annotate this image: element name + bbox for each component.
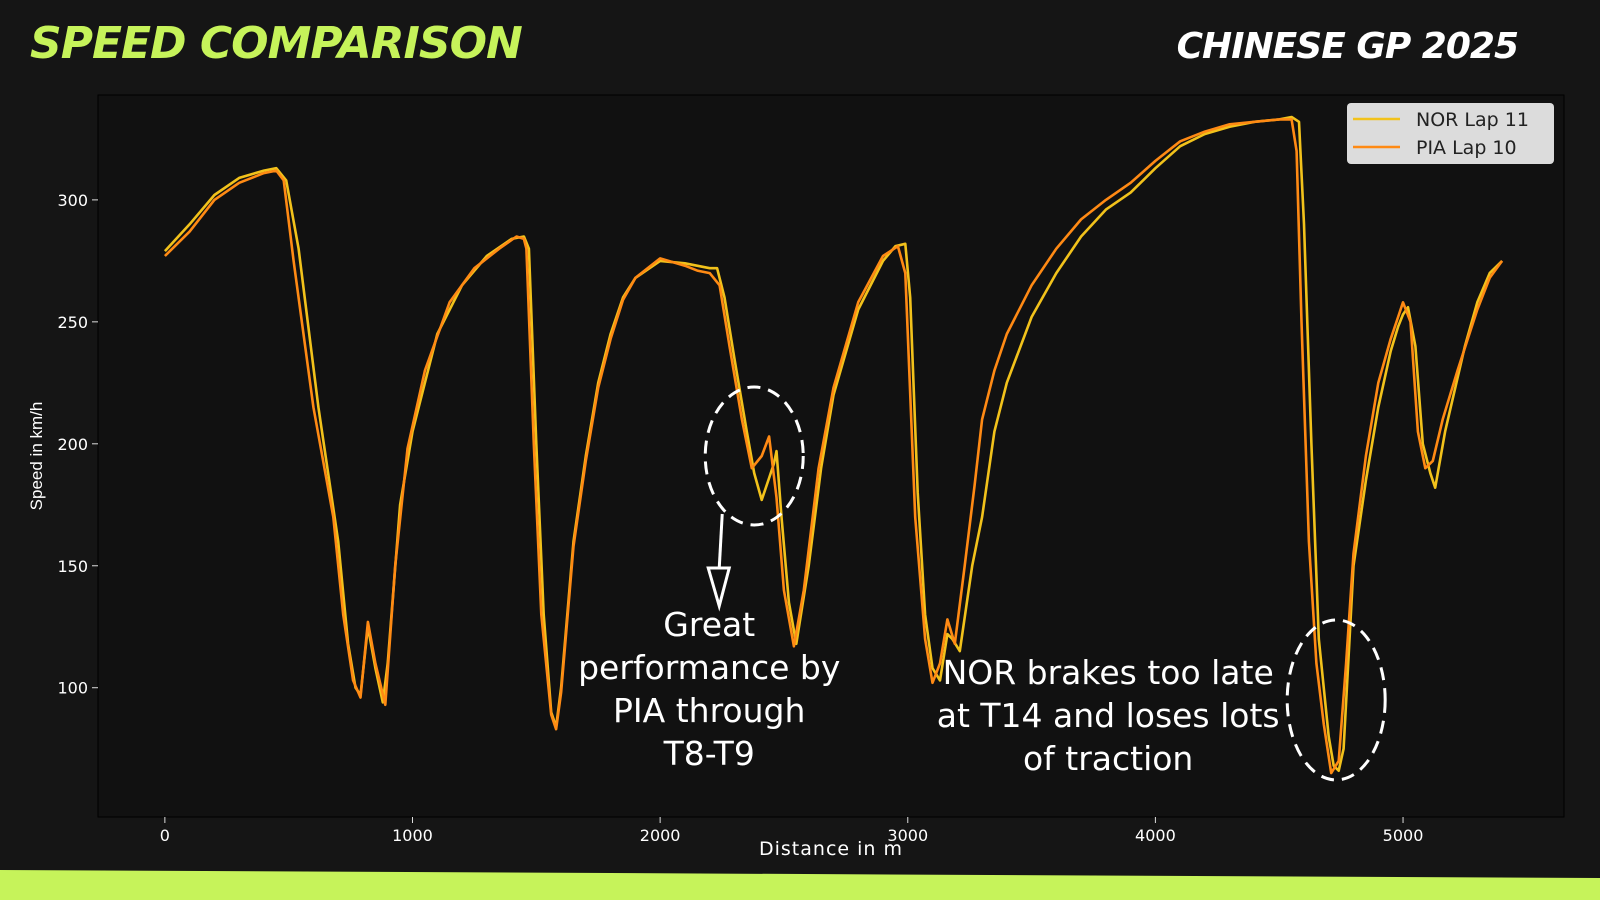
annotation-arrow-shaft <box>717 513 724 569</box>
y-axis: 100 150 200 250 300 <box>57 191 98 698</box>
annotation-text-t8t9: T8-T9 <box>663 734 755 773</box>
annotation-ellipse-t8t9 <box>703 385 805 527</box>
legend: NOR Lap 11 PIA Lap 10 <box>1347 103 1554 164</box>
x-tick-label: 3000 <box>887 826 928 845</box>
annotations: Great performance by PIA through T8-T9 NOR b… <box>578 385 1387 782</box>
x-tick-label: 2000 <box>640 826 681 845</box>
legend-label-pia: PIA Lap 10 <box>1416 137 1517 159</box>
annotation-text-t8t9: PIA through <box>613 691 805 730</box>
plot-area <box>97 94 1565 818</box>
annotation-arrow-head <box>706 566 732 612</box>
race-subtitle: CHINESE GP 2025 <box>1176 26 1519 67</box>
y-tick-label: 250 <box>57 313 88 332</box>
series-lines <box>163 115 1504 775</box>
x-tick-label: 5000 <box>1383 826 1424 845</box>
y-tick-label: 200 <box>57 435 88 454</box>
y-tick-label: 300 <box>57 191 88 210</box>
y-tick-label: 100 <box>57 679 88 698</box>
annotation-text-t14: of traction <box>1023 739 1193 778</box>
annotation-text-t8t9: performance by <box>578 648 840 687</box>
x-tick-label: 4000 <box>1135 826 1176 845</box>
x-tick-label: 1000 <box>392 826 433 845</box>
series-line-pia <box>163 118 1504 775</box>
x-axis: 0 1000 2000 3000 4000 5000 <box>160 817 1424 845</box>
x-axis-label: Distance in m <box>759 838 903 860</box>
bottom-accent-bar <box>0 870 1600 900</box>
y-axis-label: Speed in km/h <box>27 402 46 511</box>
x-tick-label: 0 <box>160 826 170 845</box>
legend-label-nor: NOR Lap 11 <box>1416 109 1529 131</box>
page-title: SPEED COMPARISON <box>30 18 523 69</box>
annotation-text-t14: NOR brakes too late <box>943 653 1274 692</box>
annotation-ellipse-t14 <box>1285 618 1387 782</box>
annotation-text-t14: at T14 and loses lots <box>937 696 1280 735</box>
y-tick-label: 150 <box>57 557 88 576</box>
annotation-text-t8t9: Great <box>663 605 755 644</box>
